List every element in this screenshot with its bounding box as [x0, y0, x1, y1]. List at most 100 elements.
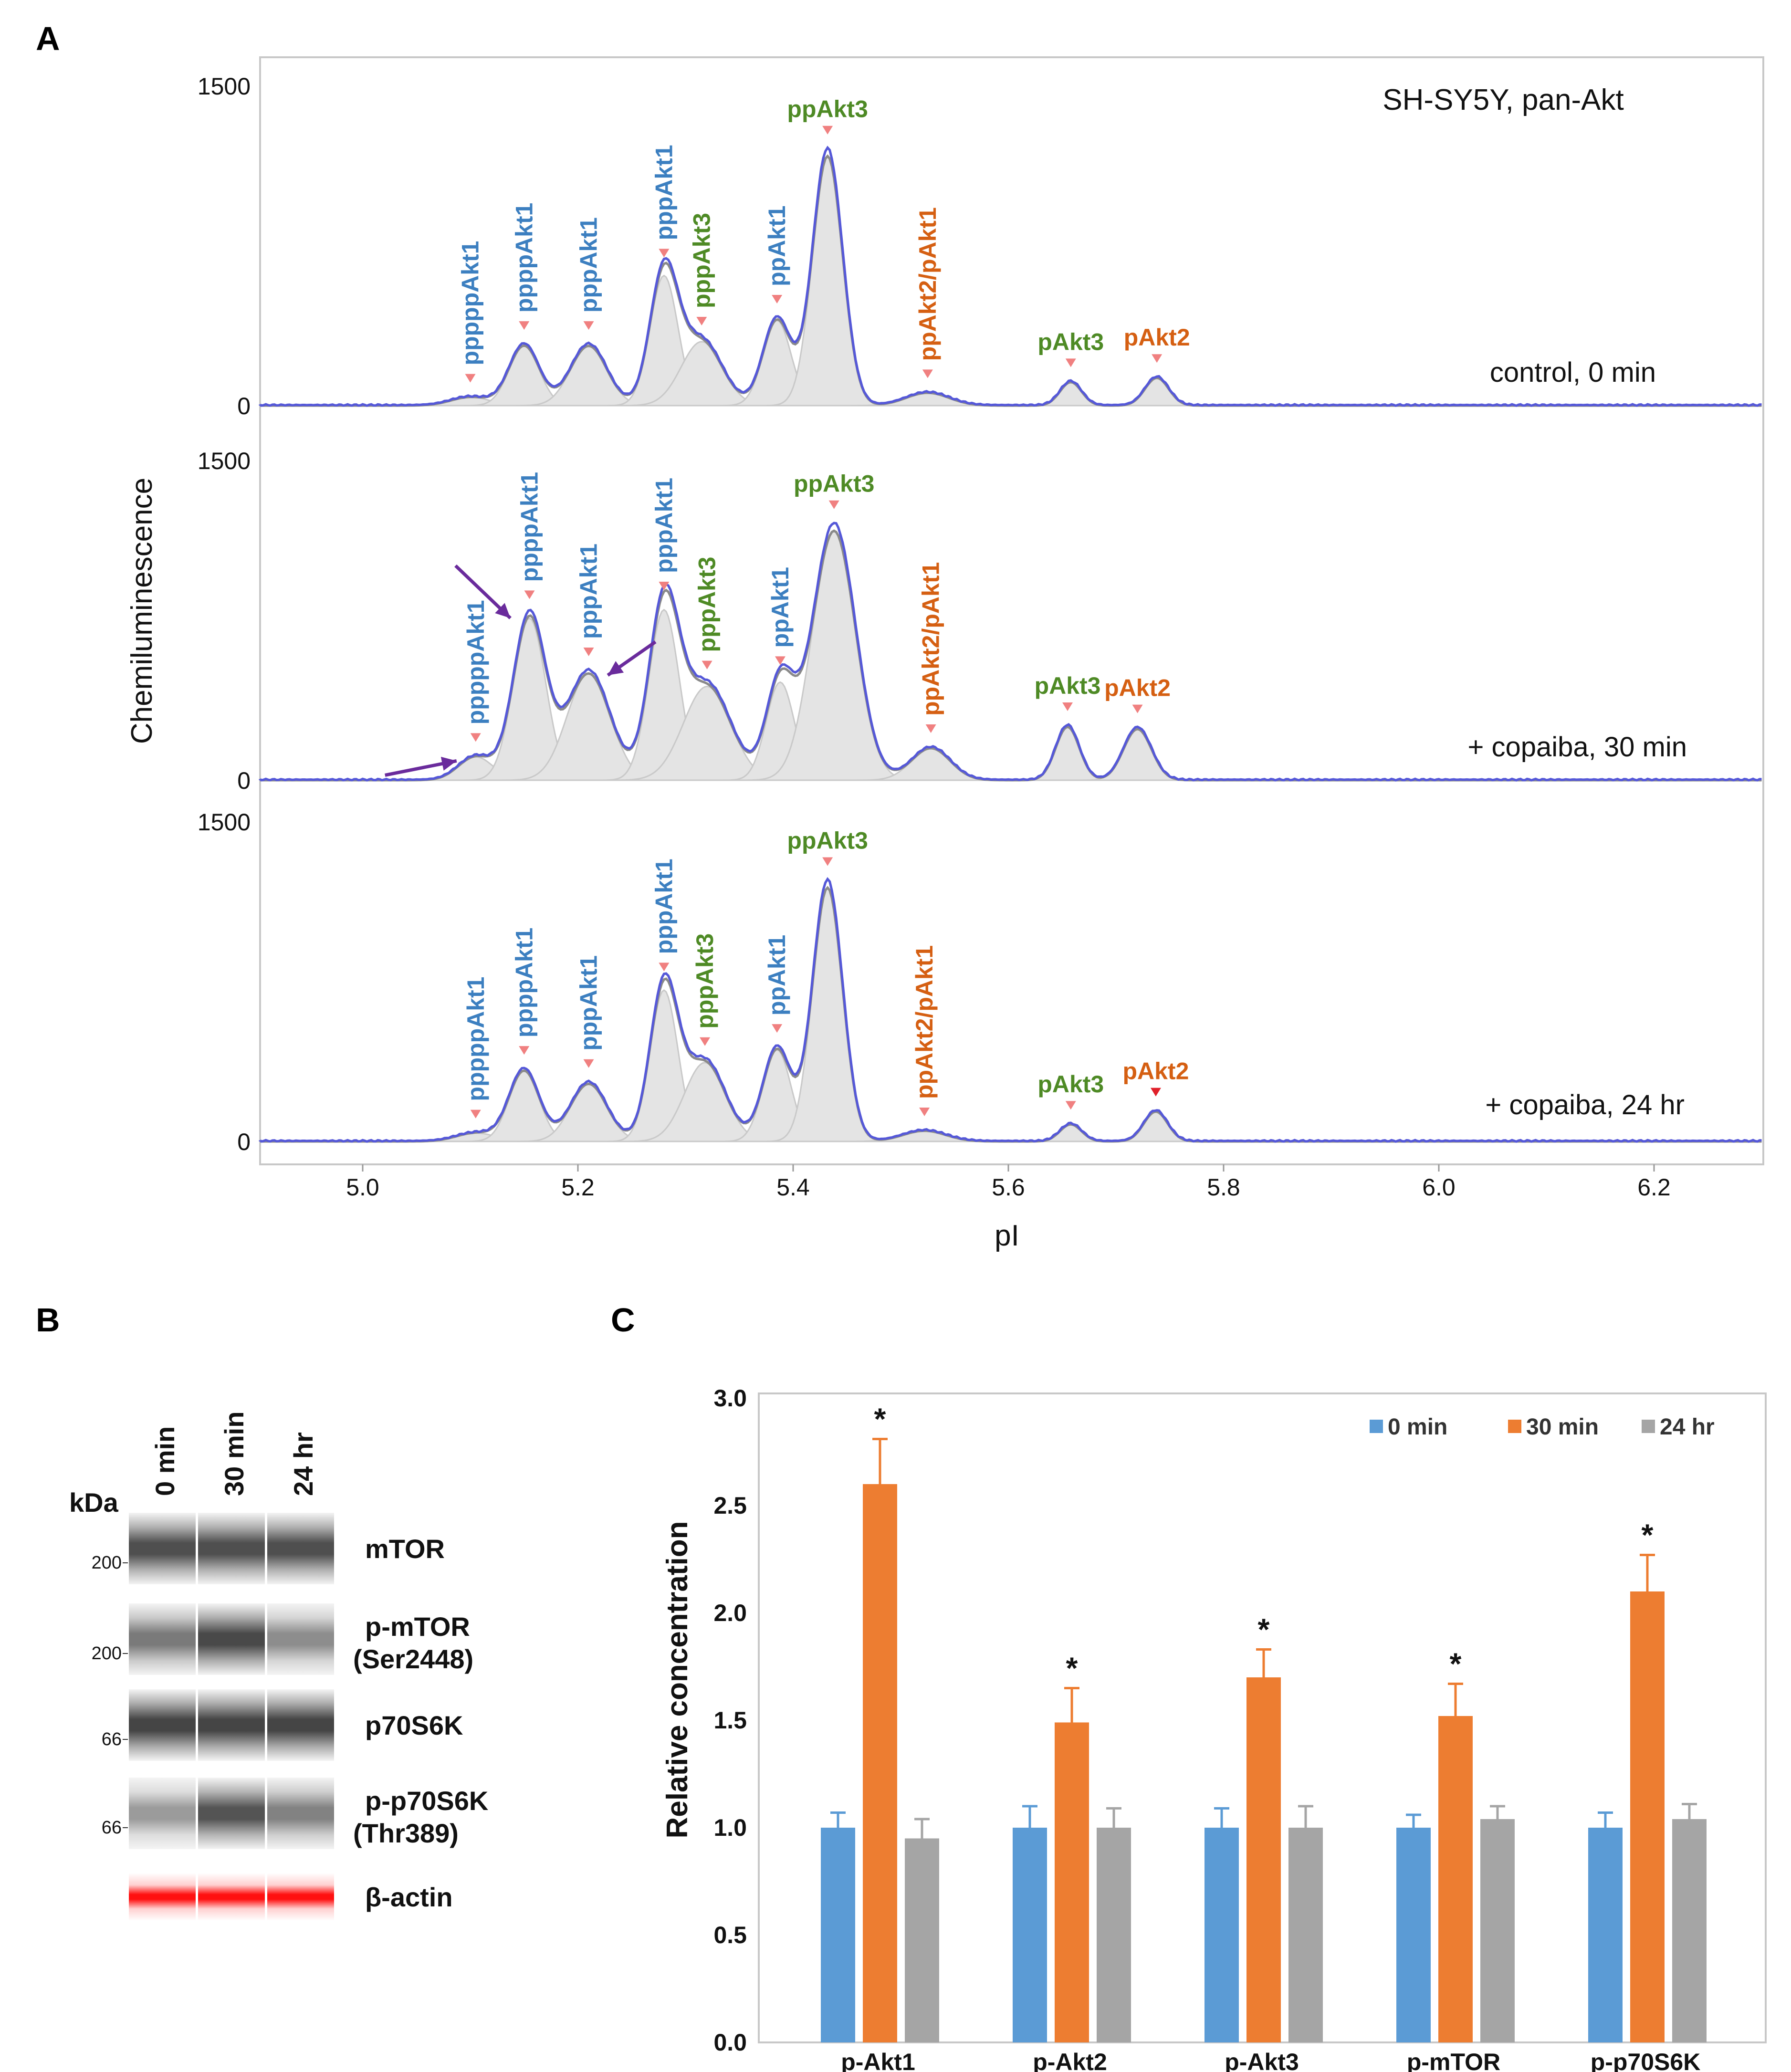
- peak-label: ppAkt1: [767, 567, 794, 648]
- blot-band: [267, 1603, 334, 1675]
- peak-label: pAkt3: [1037, 328, 1104, 355]
- blot-band: [267, 1778, 334, 1849]
- legend-label: 30 min: [1526, 1414, 1599, 1440]
- significance-star: *: [874, 1402, 886, 1436]
- x-category-label: p-mTOR: [1407, 2049, 1500, 2072]
- peak-marker: [925, 724, 936, 733]
- panel-a-y-axis-title: Chemiluminescence: [126, 478, 158, 744]
- peak-marker: [470, 733, 481, 742]
- blot-label-sub: (Ser2448): [353, 1644, 473, 1674]
- blot-band: [198, 1873, 265, 1921]
- x-tick-label: 5.2: [561, 1174, 595, 1201]
- peak-marker: [519, 1046, 530, 1055]
- y-tick-label-1500: 1500: [198, 809, 251, 836]
- significance-star: *: [1450, 1647, 1462, 1681]
- blot-label: p70S6K: [365, 1710, 463, 1740]
- blot-band: [129, 1513, 196, 1584]
- lane-label-24hr: 24 hr: [288, 1432, 318, 1496]
- bar-p-p70S6K-2: [1672, 1819, 1707, 2042]
- peak-label: pppppAkt1: [462, 600, 489, 724]
- blot-label-sub: (Thr389): [353, 1818, 459, 1848]
- kda-marker: 66: [102, 1729, 122, 1749]
- peak-label: ppAkt1: [764, 935, 790, 1015]
- peak-marker: [524, 590, 535, 599]
- peak-marker: [583, 647, 594, 656]
- peak-label: ppAkt3: [787, 827, 868, 854]
- y-tick-label: 1.5: [713, 1707, 747, 1734]
- peak-label: ppppAkt1: [516, 472, 543, 582]
- panel-a-electropherogram: pppppAkt1 ppppAkt1 pppAkt1 pppAkt1 pppAkt3 pp…: [126, 56, 1764, 1252]
- lane-label-30min: 30 min: [219, 1412, 249, 1496]
- panel-letter-c: C: [611, 1301, 635, 1339]
- peak-marker: [700, 1037, 711, 1046]
- data-trace: [259, 877, 1762, 1143]
- bar-p-Akt2-1: [1055, 1722, 1089, 2042]
- y-tick-label: 3.0: [713, 1385, 747, 1412]
- annotation-arrowhead: [607, 661, 624, 675]
- subplot-1: pppppAkt1 ppppAkt1 pppAkt1 pppAkt1 pppAkt3 pp…: [259, 471, 1762, 782]
- peak-label: ppAkt2/pAkt1: [911, 945, 938, 1099]
- x-tick-label: 6.2: [1637, 1174, 1671, 1201]
- blot-band: [198, 1603, 265, 1675]
- panel-a-traces: pppppAkt1 ppppAkt1 pppAkt1 pppAkt1 pppAkt3 pp…: [259, 96, 1762, 1143]
- kda-marker: 200: [92, 1643, 122, 1664]
- peak-label: pppAkt1: [650, 478, 677, 573]
- bar-p-mTOR-1: [1438, 1716, 1473, 2042]
- peak-marker: [1065, 1101, 1076, 1110]
- blot-band: [129, 1778, 196, 1849]
- fitted-peak-area: [1110, 377, 1204, 407]
- y-tick-label: 2.0: [713, 1600, 747, 1626]
- peak-marker: [922, 369, 933, 378]
- peak-marker: [583, 1059, 594, 1068]
- legend-swatch: [1642, 1420, 1655, 1433]
- peak-marker: [1152, 354, 1163, 363]
- panel-letter-b: B: [36, 1301, 60, 1339]
- x-tick-label: 5.8: [1207, 1174, 1240, 1201]
- legend-swatch: [1370, 1420, 1383, 1433]
- subplot-0: pppppAkt1 ppppAkt1 pppAkt1 pppAkt1 pppAkt3 pp…: [259, 96, 1762, 407]
- x-tick-label: 5.0: [346, 1174, 379, 1201]
- bar-p-Akt1-2: [905, 1838, 939, 2042]
- peak-label: ppppAkt1: [511, 928, 537, 1038]
- peak-marker: [822, 857, 833, 866]
- peak-label: ppAkt3: [787, 96, 868, 123]
- panel-a-plot-frame: [259, 56, 1764, 1165]
- blot-label: mTOR: [365, 1534, 445, 1564]
- x-category-label: p-Akt1: [841, 2049, 915, 2072]
- panel-c-content: 0.0 0.5 1.0 1.5 2.0 2.5 3.0 * p-Akt1 * p-Akt2 * p-Ak…: [713, 1385, 1714, 2072]
- peak-marker: [470, 1109, 481, 1119]
- panel-letter-a: A: [36, 20, 60, 57]
- bar-p-Akt3-1: [1246, 1677, 1281, 2042]
- blot-band: [267, 1513, 334, 1584]
- peak-label: pAkt2: [1124, 324, 1190, 351]
- legend-label: 24 hr: [1660, 1414, 1715, 1440]
- x-category-label: p-Akt2: [1033, 2049, 1107, 2072]
- condition-label-control: control, 0 min: [1490, 357, 1656, 388]
- blot-label: β-actin: [365, 1882, 453, 1912]
- fitted-peak-area: [1020, 726, 1115, 781]
- y-tick-label-1500: 1500: [198, 448, 251, 474]
- lane-label-0min: 0 min: [150, 1426, 180, 1496]
- condition-label-30min: + copaiba, 30 min: [1468, 732, 1687, 763]
- x-tick-label: 5.6: [992, 1174, 1025, 1201]
- blot-row-p-mTOR: 200 p-mTOR(Ser2448): [92, 1603, 473, 1675]
- blot-row-p-p70S6K: 66 p-p70S6K(Thr389): [102, 1778, 488, 1849]
- legend-label: 0 min: [1388, 1414, 1447, 1440]
- condition-label-24hr: + copaiba, 24 hr: [1485, 1089, 1685, 1120]
- fitted-peak-area: [1027, 1123, 1114, 1142]
- kda-marker: 66: [102, 1818, 122, 1838]
- panel-c-bar-chart: Relative concentration 0.0 0.5 1.0 1.5 2.0 2.…: [661, 1385, 1767, 2072]
- peak-marker: [775, 656, 786, 665]
- bar-p-mTOR-2: [1480, 1819, 1515, 2042]
- fitted-peak-area: [1081, 728, 1194, 781]
- peak-label: ppAkt2/pAkt1: [918, 562, 944, 716]
- bar-p-Akt2-2: [1097, 1828, 1131, 2042]
- bar-p-Akt3-0: [1204, 1828, 1239, 2042]
- panel-c-y-axis-title: Relative concentration: [661, 1521, 694, 1839]
- annotation-arrowhead: [495, 603, 511, 618]
- fitted-peak-area: [1027, 381, 1114, 407]
- peak-marker: [583, 321, 594, 330]
- peak-marker: [702, 660, 712, 670]
- peak-marker: [659, 249, 670, 258]
- peak-label: ppAkt3: [794, 471, 874, 497]
